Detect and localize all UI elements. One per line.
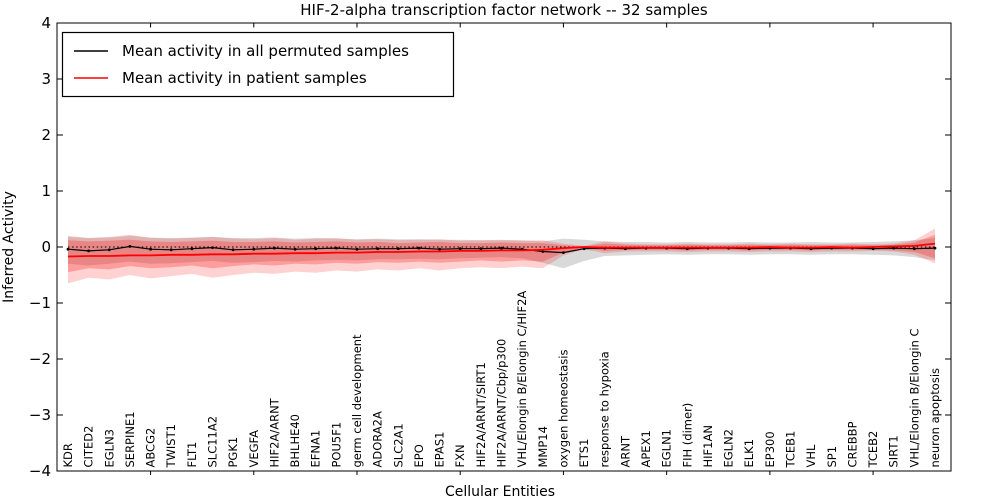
y-tick-label: −3 [29, 406, 51, 424]
data-point-marker [190, 247, 194, 251]
x-tick-label: VEGFA [247, 430, 261, 468]
data-point-marker [355, 247, 359, 251]
line-patient [67, 242, 936, 258]
data-point-marker [417, 246, 421, 250]
x-tick-label: ABCG2 [144, 428, 158, 468]
data-point-marker [211, 246, 214, 250]
x-tick-label: TCEB1 [784, 431, 798, 469]
plot-area: 4 3 2 1 0 −1 −2 −3 −4 KDR CITED2 EGLN3 SERPINE1 ABCG2… [29, 14, 952, 480]
data-point-marker [438, 247, 441, 251]
x-tick-label: CITED2 [82, 426, 96, 468]
x-tick-label: VHL/Elongin B/Elongin C/HIF2A [515, 291, 529, 468]
data-point-marker [128, 245, 132, 248]
y-tick-label: 2 [41, 126, 51, 144]
data-point-marker [149, 247, 153, 251]
legend-box [61, 31, 455, 98]
data-point-marker [396, 247, 400, 251]
y-tick-label: −4 [29, 462, 51, 480]
data-point-marker [562, 251, 565, 255]
x-tick-label: EGLN1 [660, 429, 674, 468]
data-point-marker [107, 248, 111, 252]
x-tick-label: FIH (dimer) [680, 403, 694, 468]
x-tick-label: SLC11A2 [206, 416, 220, 468]
y-tick-label: −2 [29, 350, 51, 368]
data-point-marker [913, 247, 916, 251]
x-tick-label: VHL [804, 444, 818, 468]
y-tick-label: 1 [41, 182, 51, 200]
data-point-marker [87, 249, 90, 253]
legend-label-patient: Mean activity in patient samples [122, 69, 367, 87]
x-tick-label: FXN [453, 444, 467, 467]
x-tick-label: response to hypoxia [598, 351, 612, 467]
x-tick-label: ADORA2A [371, 411, 385, 467]
data-point-marker [252, 247, 256, 251]
legend-label-permuted: Mean activity in all permuted samples [122, 42, 409, 60]
x-tick-label: germ cell development [350, 334, 364, 468]
x-tick-label: ARNT [618, 435, 632, 467]
x-tick-label: TWIST1 [164, 424, 178, 468]
x-tick-label: BHLHE40 [288, 414, 302, 468]
data-point-marker [314, 247, 318, 251]
x-tick-label: ELK1 [742, 439, 756, 468]
x-tick-label: EPO [412, 444, 426, 467]
x-tick-label: POU5F1 [329, 422, 343, 468]
x-tick-label: EGLN2 [722, 429, 736, 468]
data-point-marker [335, 246, 338, 250]
data-point-marker [293, 247, 297, 251]
y-tick-label: 4 [41, 14, 51, 32]
x-tick-label: VHL/Elongin B/Elongin C [907, 328, 921, 467]
x-tick-label: EPAS1 [433, 432, 447, 468]
x-tick-label: HIF2A/ARNT/Cbp/p300 [495, 339, 509, 468]
x-tick-label: SLC2A1 [391, 423, 405, 467]
x-tick-label: oxygen homeostasis [556, 350, 570, 468]
band-patient-inner [68, 234, 935, 273]
data-point-marker [479, 247, 483, 251]
x-tick-label: APEX1 [639, 430, 653, 467]
data-point-marker [231, 248, 235, 252]
y-axis-label: Inferred Activity [1, 191, 17, 303]
legend: Mean activity in all permuted samples Me… [61, 31, 455, 98]
data-point-marker [892, 246, 896, 250]
chart-title: HIF-2-alpha transcription factor network… [300, 1, 708, 19]
x-tick-label: HIF2A/ARNT/SIRT1 [474, 362, 488, 467]
band-patient-outer [68, 228, 935, 284]
x-tick-label: ETS1 [577, 439, 591, 468]
x-tick-label: HIF2A/ARNT [267, 397, 281, 467]
x-tick-label: FLT1 [185, 442, 199, 468]
data-point-marker [582, 247, 586, 251]
y-tick-label: 3 [41, 70, 51, 88]
data-point-marker [66, 247, 70, 251]
band-permuted [68, 235, 935, 269]
x-tick-label: EGLN3 [102, 429, 116, 468]
data-point-marker [273, 246, 276, 250]
x-tick-label: EP300 [763, 431, 777, 467]
data-point-marker [458, 247, 462, 251]
x-tick-label: KDR [61, 443, 75, 467]
data-point-marker [871, 247, 875, 251]
x-axis-label: Cellular Entities [445, 484, 555, 500]
data-point-marker [541, 250, 545, 253]
data-point-marker [169, 248, 173, 252]
x-tick-label: SERPINE1 [123, 411, 137, 467]
x-tick-label: CREBBP [845, 421, 859, 467]
data-point-marker [376, 247, 379, 251]
x-tick-label: EFNA1 [309, 430, 323, 468]
data-point-marker [500, 246, 503, 250]
x-tick-label: MMP14 [536, 426, 550, 467]
x-tick-label: HIF1AN [701, 425, 715, 467]
x-tick-label: SIRT1 [887, 435, 901, 467]
y-tick-label: −1 [29, 294, 51, 312]
x-tick-label: PGK1 [226, 437, 240, 468]
data-point-marker [933, 246, 937, 250]
x-tick-label: SP1 [825, 446, 839, 468]
x-tick-label: neuron apoptosis [928, 368, 942, 468]
x-tick-label: TCEB2 [866, 431, 880, 469]
y-tick-label: 0 [41, 238, 51, 256]
